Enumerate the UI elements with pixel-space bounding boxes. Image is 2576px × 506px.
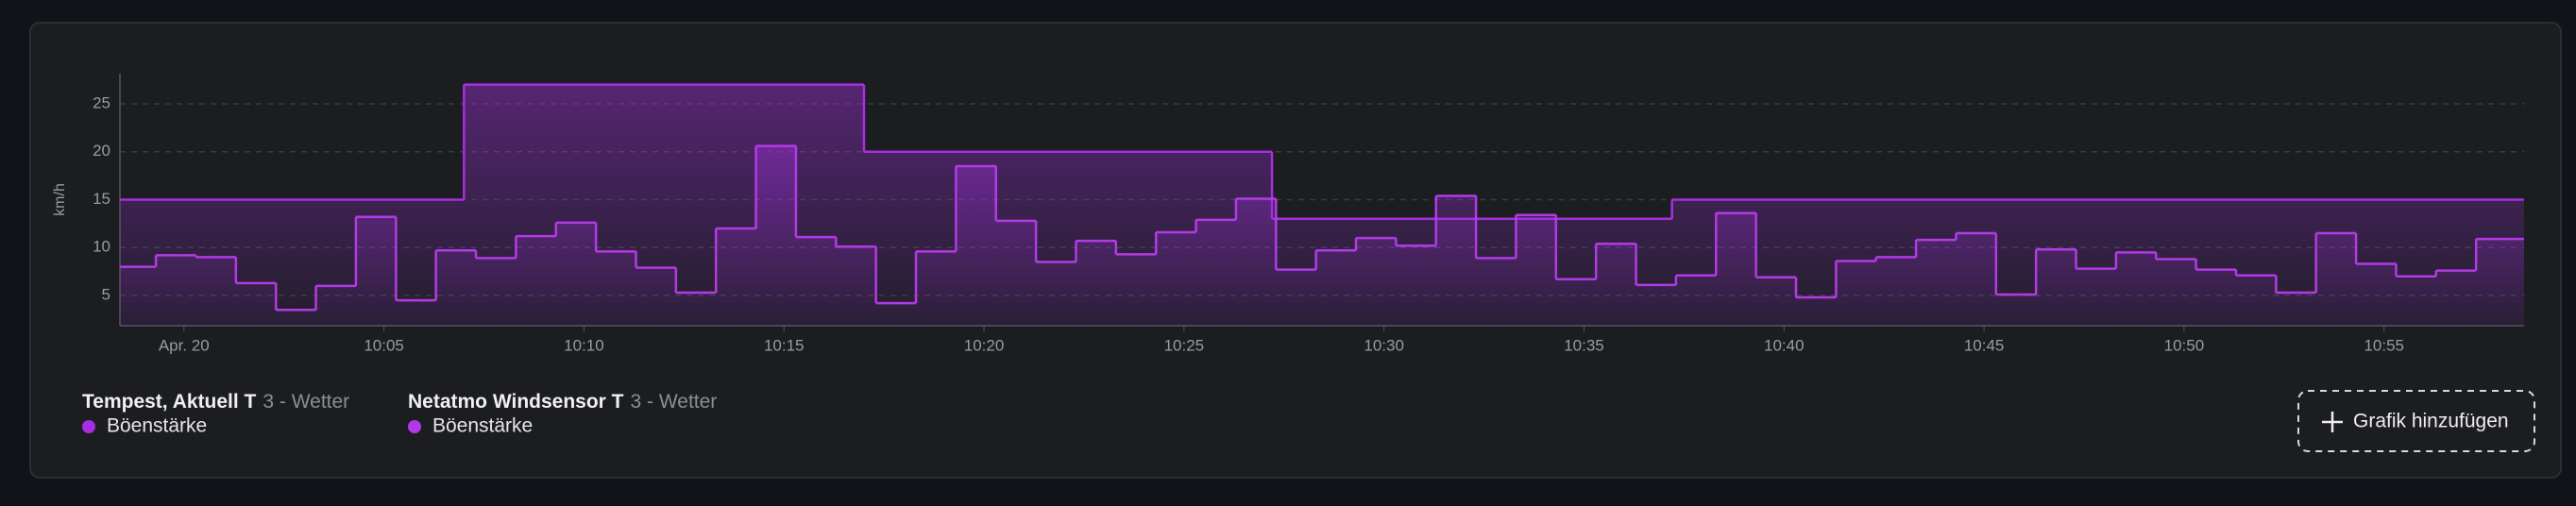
x-tick-label: 10:05 — [364, 336, 404, 354]
y-tick-label: 5 — [102, 286, 110, 304]
legend-device: Netatmo Windsensor T 3 - Wetter — [408, 391, 717, 413]
y-tick-label: 25 — [93, 93, 110, 111]
area — [120, 145, 2524, 326]
x-tick-label: Apr. 20 — [159, 336, 210, 354]
add-graph-button[interactable]: Grafik hinzufügen — [2297, 390, 2535, 452]
device-name: Netatmo Windsensor T — [408, 391, 624, 413]
x-tick-label: 10:40 — [1764, 336, 1805, 354]
legend-dot — [408, 420, 421, 433]
button-border[interactable] — [2297, 390, 2535, 452]
legend-entity: Böenstärke — [107, 415, 207, 437]
device-name: Tempest, Aktuell T — [82, 391, 257, 413]
x-tick-label: 10:50 — [2164, 336, 2205, 354]
x-tick-label: 10:35 — [1564, 336, 1604, 354]
legend-entity: Böenstärke — [432, 415, 533, 437]
y-tick-label: 20 — [93, 142, 110, 160]
button-label[interactable]: Grafik hinzufügen — [2353, 411, 2509, 432]
y-axis-label: km/h — [52, 183, 68, 216]
plus-icon[interactable] — [2322, 412, 2343, 432]
x-tick-label: 10:45 — [1964, 336, 2005, 354]
x-tick-label: 10:20 — [964, 336, 1005, 354]
x-tick-label: 10:25 — [1164, 336, 1205, 354]
plot: 5 10 15 20 25 Apr. 20 10:05 10:10 10:15 10:20 10:2… — [52, 74, 2524, 354]
x-tick-label: 10:55 — [2364, 336, 2404, 354]
x-tick-label: 10:30 — [1364, 336, 1404, 354]
area-name: 3 - Wetter — [631, 391, 718, 413]
legend-device: Tempest, Aktuell T 3 - Wetter — [82, 391, 349, 413]
x-tick-label: 10:15 — [764, 336, 805, 354]
area-name: 3 - Wetter — [263, 391, 349, 413]
y-tick-label: 10 — [93, 238, 110, 256]
x-tick-label: 10:10 — [564, 336, 604, 354]
y-tick-label: 15 — [93, 190, 110, 208]
legend-dot — [82, 420, 95, 433]
